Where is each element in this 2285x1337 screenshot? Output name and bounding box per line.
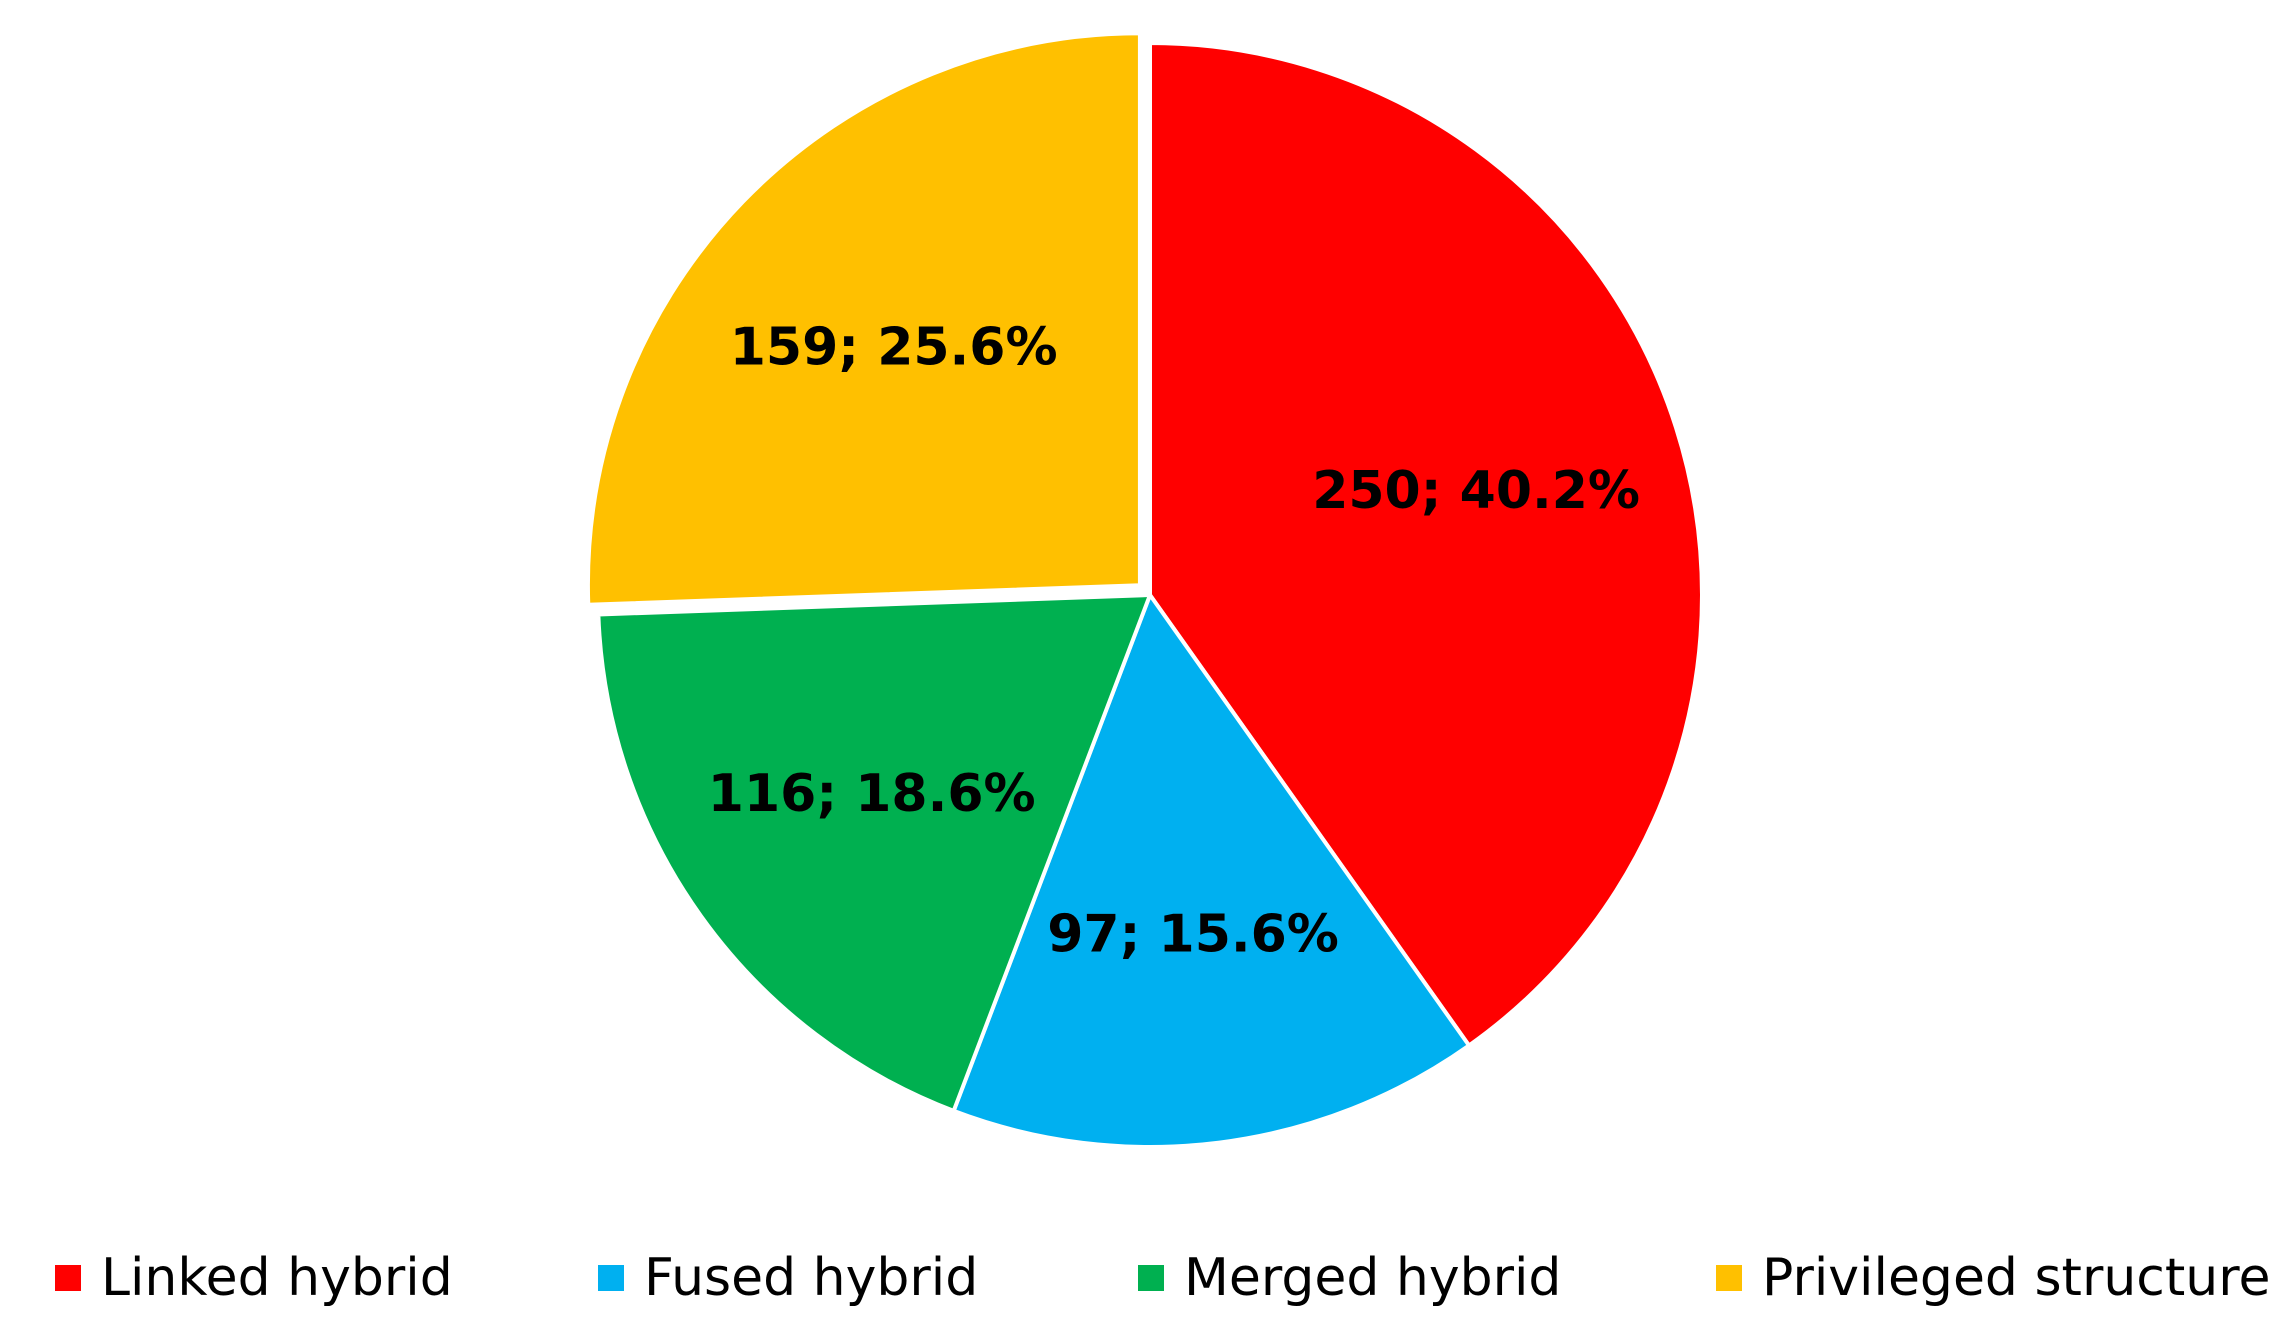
data-label-fused-hybrid: 97; 15.6% [1047,905,1339,965]
legend-marker-merged-hybrid [1138,1265,1164,1291]
legend-marker-linked-hybrid [55,1265,81,1291]
legend: Linked hybrid Fused hybrid Merged hybrid Pr… [55,1248,2270,1308]
legend-item-merged-hybrid: Merged hybrid [1138,1248,1561,1308]
pie-slices [585,31,1704,1149]
legend-label-linked-hybrid: Linked hybrid [101,1248,453,1308]
pie-slice-merged-hybrid [596,593,1152,1113]
pie-slice-fused-hybrid [951,593,1472,1149]
legend-marker-privileged-structure [1716,1265,1742,1291]
legend-item-linked-hybrid: Linked hybrid [55,1248,453,1308]
pie-slice-privileged-structure [585,31,1142,607]
data-label-merged-hybrid: 116; 18.6% [708,764,1036,824]
data-label-linked-hybrid: 250; 40.2% [1312,461,1640,521]
data-label-privileged-structure: 159; 25.6% [730,318,1058,378]
legend-item-privileged-structure: Privileged structure [1716,1248,2270,1308]
legend-item-fused-hybrid: Fused hybrid [598,1248,978,1308]
legend-label-fused-hybrid: Fused hybrid [644,1248,978,1308]
pie-data-labels: 250; 40.2% 97; 15.6% 116; 18.6% 159; 25.6% [708,318,1640,965]
legend-label-merged-hybrid: Merged hybrid [1184,1248,1561,1308]
pie-slice-linked-hybrid [1148,41,1704,1048]
legend-marker-fused-hybrid [598,1265,624,1291]
legend-label-privileged-structure: Privileged structure [1762,1248,2270,1308]
